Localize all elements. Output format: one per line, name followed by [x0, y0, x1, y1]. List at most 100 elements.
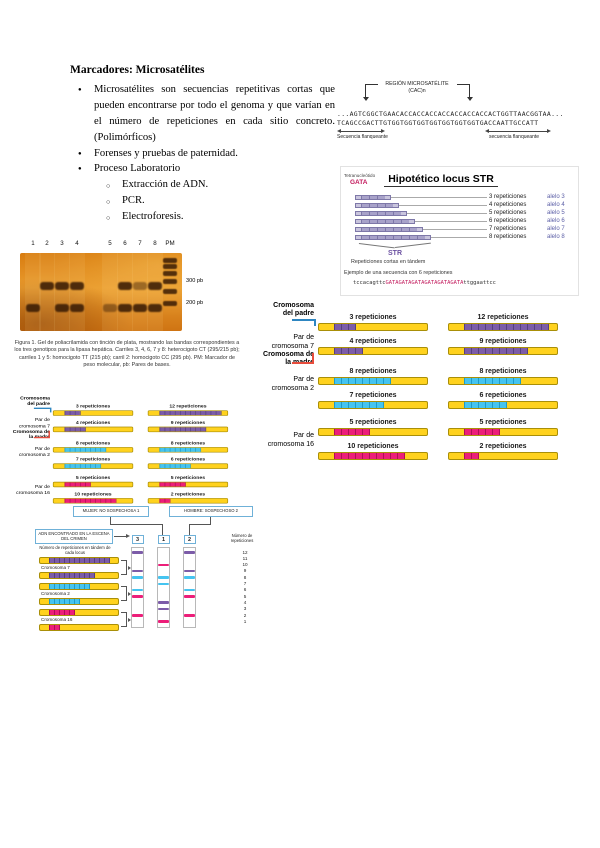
repeat-unit [69, 610, 74, 615]
repeat-unit [362, 378, 369, 384]
gel-band [70, 282, 84, 290]
repeat-unit [64, 427, 70, 432]
repeat-unit [169, 427, 175, 432]
example-repeat: GATAGATAGATAGATAGATAGATA [385, 280, 464, 286]
repeat-count-label: 8 repeticiones [479, 368, 527, 375]
repeat-unit [59, 599, 64, 604]
region-title-line1: REGIÓN MICROSATÉLITE [385, 81, 449, 87]
repeat-segment-group [64, 482, 91, 487]
notes-section: Marcadores: Microsatélites Microsatélite… [70, 64, 335, 225]
repeat-unit [513, 348, 520, 354]
bracket-left [365, 84, 378, 98]
repeat-unit [94, 558, 99, 563]
repeat-unit [369, 204, 377, 207]
pair-bracket [121, 586, 127, 601]
str-band [158, 582, 169, 586]
repeat-unit [215, 411, 221, 416]
page-title: Marcadores: Microsatélites [70, 64, 205, 76]
repeat-unit [541, 324, 548, 330]
repeat-unit [385, 236, 393, 239]
repeat-unit [49, 625, 54, 630]
repeat-count-label: 12 repeticiones [477, 314, 529, 321]
repeat-unit [485, 324, 492, 330]
repeat-unit [64, 464, 70, 469]
repeat-unit [361, 212, 369, 215]
repeat-unit [377, 236, 385, 239]
repeat-unit [84, 573, 89, 578]
sub-bullet-item: Extracción de ADN. [70, 177, 335, 193]
repeat-unit [185, 427, 191, 432]
repeat-unit [464, 378, 471, 384]
repeat-unit [59, 573, 64, 578]
gel-ladder-band [163, 258, 177, 263]
repeat-unit [49, 584, 54, 589]
repeat-unit [334, 402, 341, 408]
father-chromosome-label: Cromosoma del padre [20, 396, 50, 407]
chromosome-bar [448, 401, 558, 409]
pair-label: Par de cromosoma 2 [19, 446, 50, 458]
str-allele-bar [355, 203, 399, 208]
repeat-unit [54, 584, 59, 589]
repeat-unit [79, 573, 84, 578]
repeat-unit [200, 427, 206, 432]
connector-line [162, 524, 163, 535]
repeat-unit [334, 453, 341, 459]
repeat-unit [159, 464, 165, 469]
father-chromosome-label: Cromosoma del padre [273, 302, 314, 318]
repeat-unit [159, 482, 165, 487]
repeat-segment-group [49, 625, 60, 630]
repeat-unit [471, 378, 478, 384]
left-axis-caption: Número de repeticiones en tándem de cada… [39, 545, 111, 555]
bullet-list: Microsatélites son secuencias repetitiva… [70, 82, 335, 225]
gel-lane-smear [132, 253, 148, 331]
chromosome-bar [147, 463, 229, 469]
repeat-unit [79, 482, 85, 487]
gel-lane-smear [117, 253, 133, 331]
repeat-unit [169, 411, 175, 416]
repeat-unit [499, 324, 506, 330]
repeat-unit [64, 498, 70, 503]
str-allele-bar [355, 227, 423, 232]
chromosome-bar [52, 463, 134, 469]
father-line [33, 407, 50, 409]
example-suffix: ttggaattcc [463, 280, 496, 286]
str-band [132, 551, 143, 554]
repeat-unit [355, 453, 362, 459]
repeat-unit [492, 429, 499, 435]
repeat-unit [409, 228, 417, 231]
repeat-unit [369, 220, 377, 223]
bracket-right [457, 84, 470, 98]
sub-bullet-item: PCR. [70, 193, 335, 209]
repeat-unit [210, 411, 216, 416]
repeat-unit [69, 558, 74, 563]
repeat-count-label: 8 repeticiones [170, 440, 206, 446]
bracket-arrowhead-icon [128, 617, 131, 622]
repeat-unit [64, 573, 69, 578]
repeat-unit [492, 348, 499, 354]
repeat-unit [369, 196, 377, 199]
axis-value: 4 [243, 599, 247, 605]
repeat-unit [361, 236, 369, 239]
repeat-unit [478, 429, 485, 435]
bullet-item: Microsatélites son secuencias repetitiva… [70, 82, 335, 146]
repeat-segment-group [334, 378, 391, 384]
repeat-unit [361, 220, 369, 223]
chromosome-bar [39, 572, 119, 579]
gel-band [118, 282, 132, 290]
chromosome-diagram-small: 3 repeticiones 4 repeticiones 12 repeticio… [12, 392, 257, 508]
repeat-unit [54, 573, 59, 578]
example-prefix: tccacagttc [353, 280, 386, 286]
repeat-unit [348, 402, 355, 408]
repeat-unit [74, 498, 80, 503]
repeat-unit [169, 482, 175, 487]
repeat-unit [100, 498, 106, 503]
repeat-unit [478, 378, 485, 384]
flank-left-arrow [339, 131, 381, 132]
chromosome-bar [52, 498, 134, 504]
repeat-unit [95, 464, 101, 469]
repeat-unit [79, 498, 85, 503]
axis-value: 7 [243, 581, 247, 586]
repeat-unit [69, 411, 75, 416]
repeat-segment-group [464, 348, 528, 354]
repeat-unit [174, 482, 180, 487]
